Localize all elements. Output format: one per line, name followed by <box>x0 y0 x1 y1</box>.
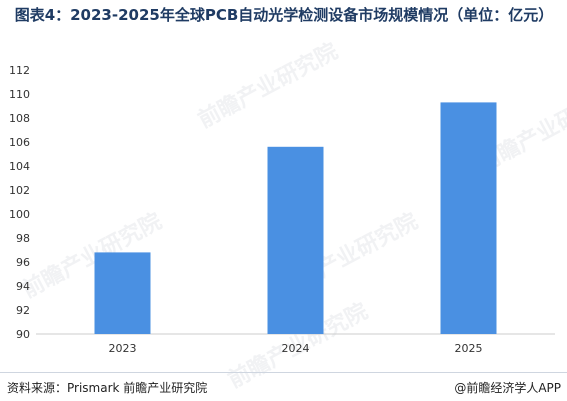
footer: 资料来源：Prismark 前瞻产业研究院 @前瞻经济学人APP <box>0 372 567 401</box>
chart-title: 图表4：2023-2025年全球PCB自动光学检测设备市场规模情况（单位：亿元） <box>14 6 554 24</box>
y-tick-label: 100 <box>9 208 30 221</box>
y-tick-label: 102 <box>9 184 30 197</box>
bar-2024 <box>267 146 324 334</box>
x-tick-label: 2024 <box>282 342 310 355</box>
y-tick-label: 94 <box>16 280 30 293</box>
x-tick-label: 2025 <box>455 342 483 355</box>
x-tick-label: 2023 <box>109 342 137 355</box>
y-tick-label: 96 <box>16 256 30 269</box>
y-tick-label: 92 <box>16 304 30 317</box>
y-tick-label: 104 <box>9 160 30 173</box>
source-text: 资料来源：Prismark 前瞻产业研究院 <box>7 381 208 395</box>
brand-text: @前瞻经济学人APP <box>454 381 561 395</box>
y-tick-label: 112 <box>9 64 30 77</box>
bar-2025 <box>440 102 497 335</box>
y-tick-label: 98 <box>16 232 30 245</box>
y-tick-label: 108 <box>9 112 30 125</box>
y-tick-label: 106 <box>9 136 30 149</box>
y-tick-label: 90 <box>16 328 30 341</box>
y-tick-label: 110 <box>9 88 30 101</box>
bar-chart: 90 92 94 96 98 100 102 104 106 108 110 112 2023 2024 2… <box>9 64 555 355</box>
chart-area: 90 92 94 96 98 100 102 104 106 108 110 112 2023 2024 2… <box>0 56 567 368</box>
bar-2023 <box>94 252 151 334</box>
